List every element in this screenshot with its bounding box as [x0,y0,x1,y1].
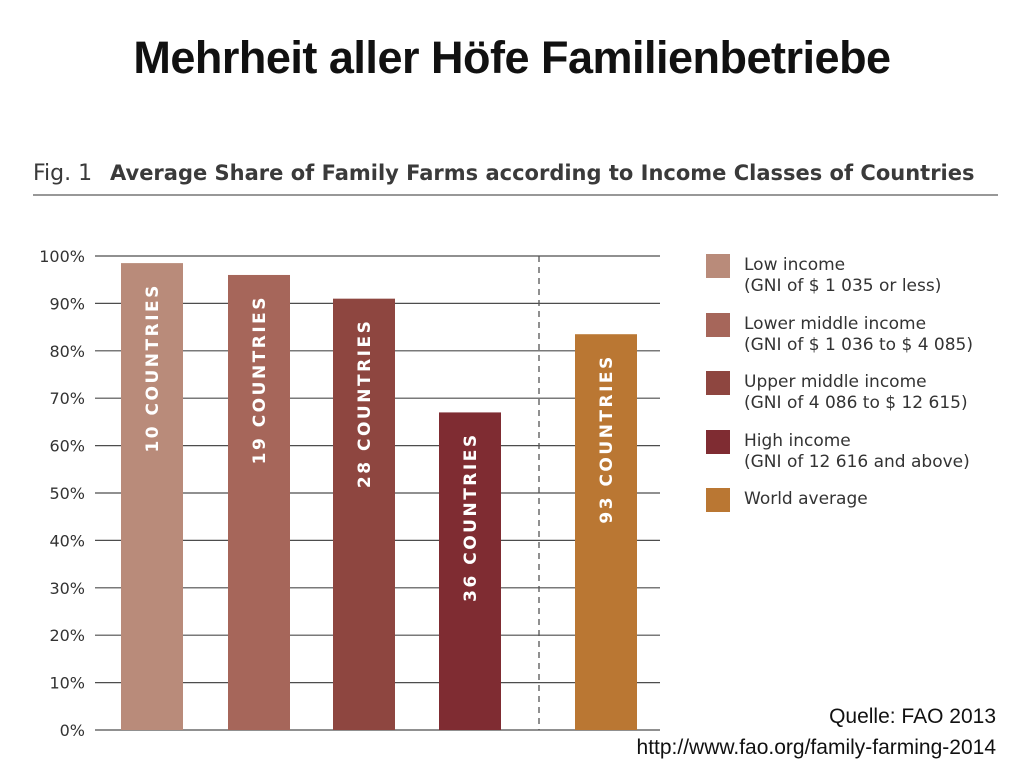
source-url[interactable]: http://www.fao.org/family-farming-2014 [636,736,996,759]
legend-swatch [706,488,730,512]
legend-name: World average [744,489,868,509]
legend-name: High income [744,431,851,451]
bars: 10 COUNTRIES 19 COUNTRIES 28 COUNTRIES 36 C… [121,263,637,730]
bar [333,298,395,730]
y-tick-label: 0% [60,721,85,740]
y-tick-label: 20% [49,626,85,645]
y-tick-label: 90% [49,294,85,313]
legend-name: Upper middle income [744,372,927,392]
bar-label: 28 COUNTRIES [355,319,375,488]
source-label: Quelle: FAO 2013 [829,705,996,728]
slide-title: Mehrheit aller Höfe Familienbetriebe [133,32,891,83]
legend-detail: (GNI of $ 1 036 to $ 4 085) [744,335,973,355]
y-axis-ticks: 0% 10% 20% 30% 40% 50% 60% 70% 80% 90% 100% [39,247,85,740]
bar [121,263,183,730]
bar-label: 10 COUNTRIES [143,283,163,452]
figure-title: Average Share of Family Farms according … [110,161,975,185]
bar [439,412,501,730]
legend-name: Lower middle income [744,314,926,334]
legend-detail: (GNI of 4 086 to $ 12 615) [744,393,968,413]
y-tick-label: 80% [49,342,85,361]
legend-detail: (GNI of $ 1 035 or less) [744,276,941,296]
bar [228,274,290,730]
bar [575,334,637,730]
legend-swatch [706,313,730,337]
legend-swatch [706,430,730,454]
y-tick-label: 70% [49,389,85,408]
y-tick-label: 50% [49,484,85,503]
legend-detail: (GNI of 12 616 and above) [744,452,970,472]
legend-name: Low income [744,255,845,275]
y-tick-label: 60% [49,437,85,456]
y-tick-label: 30% [49,579,85,598]
legend-swatch [706,371,730,395]
y-tick-label: 40% [49,531,85,550]
y-tick-label: 100% [39,247,85,266]
bar-label: 19 COUNTRIES [250,295,270,464]
bar-label: 93 COUNTRIES [597,354,617,523]
legend-swatch [706,254,730,278]
figure-number: Fig. 1 [33,161,92,186]
legend: Low income(GNI of $ 1 035 or less) Lower … [706,254,973,512]
bar-label: 36 COUNTRIES [461,432,481,601]
y-tick-label: 10% [49,674,85,693]
